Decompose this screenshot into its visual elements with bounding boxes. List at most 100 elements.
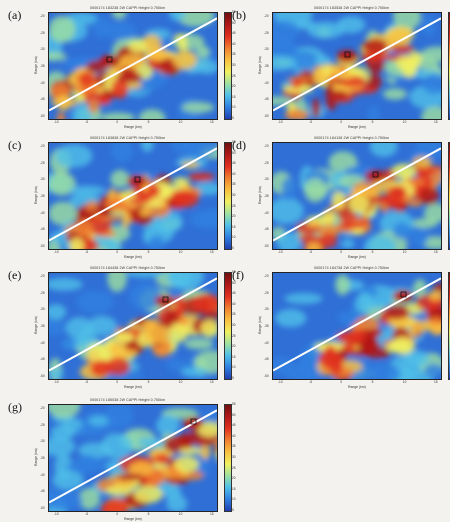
echo-blob <box>385 198 406 209</box>
x-tick-label: 0 <box>116 250 118 254</box>
x-tick-label: -10 <box>278 120 283 124</box>
echo-blob <box>387 185 407 199</box>
echo-blob <box>391 44 414 53</box>
x-tick-label: 10 <box>179 120 183 124</box>
y-tick-label: -20 <box>40 14 45 18</box>
y-tick-label: -45 <box>40 97 45 101</box>
echo-blob <box>129 283 162 310</box>
echo-blob <box>146 478 158 485</box>
x-tick-label: -5 <box>85 120 88 124</box>
colorbar-tick-label: 20 <box>232 476 236 480</box>
y-tick-label: -30 <box>40 47 45 51</box>
echo-blob <box>370 143 398 157</box>
radar-panel: (b)0000174 183538 2W CAPPI Height 0.750k… <box>232 4 450 130</box>
y-tick-label: -50 <box>264 244 269 248</box>
echo-blob <box>291 79 302 88</box>
colorbar <box>224 272 232 380</box>
echo-blob <box>105 357 130 375</box>
x-tick-label: 5 <box>372 250 374 254</box>
echo-blob <box>392 164 417 179</box>
x-tick-label: 0 <box>340 380 342 384</box>
echo-blob <box>106 486 132 496</box>
x-tick-label: 0 <box>116 380 118 384</box>
x-tick-label: -10 <box>54 512 59 516</box>
x-tick-label: 0 <box>340 120 342 124</box>
x-tick-label: -10 <box>278 250 283 254</box>
echo-blob <box>273 198 304 224</box>
y-tick-label: -50 <box>40 114 45 118</box>
y-tick-label: -40 <box>40 211 45 215</box>
y-tick-label: -35 <box>40 64 45 68</box>
panel-letter: (g) <box>8 400 22 415</box>
reflectivity-field <box>273 273 441 379</box>
x-axis-label: Range (km) <box>124 517 142 521</box>
echo-blob <box>190 210 217 228</box>
x-tick-label: -5 <box>309 380 312 384</box>
echo-blob <box>49 320 67 336</box>
x-tick-label: 15 <box>434 380 438 384</box>
y-tick-label: -20 <box>264 144 269 148</box>
y-tick-label: -30 <box>40 177 45 181</box>
echo-blob <box>139 109 166 119</box>
echo-blob <box>141 143 154 152</box>
y-tick-label: -20 <box>264 274 269 278</box>
echo-blob <box>275 309 306 327</box>
echo-blob <box>112 13 126 19</box>
colorbar-tick-label: 55 <box>232 402 236 406</box>
y-axis-label: Range (km) <box>258 186 262 204</box>
echo-blob <box>420 187 439 205</box>
echo-blob <box>312 98 320 118</box>
colorbar-tick-label: 30 <box>232 455 236 459</box>
echo-blob <box>55 144 92 168</box>
echo-blob <box>200 445 210 459</box>
y-tick-label: -40 <box>264 211 269 215</box>
echo-blob <box>101 433 133 459</box>
echo-blob <box>325 90 348 99</box>
y-tick-label: -40 <box>40 341 45 345</box>
colorbar-tick-label: 10 <box>232 497 236 501</box>
x-tick-label: 5 <box>372 120 374 124</box>
radar-reflectivity-map <box>48 404 218 512</box>
y-tick-label: -45 <box>264 97 269 101</box>
echo-blob <box>88 416 108 426</box>
echo-blob <box>281 177 296 200</box>
echo-blob <box>139 208 151 216</box>
y-tick-label: -20 <box>40 144 45 148</box>
y-tick-label: -35 <box>40 194 45 198</box>
y-axis-label: Range (km) <box>258 316 262 334</box>
y-tick-label: -45 <box>40 357 45 361</box>
panel-title: 0000174 184138 2W CAPPI Height 0.750km <box>314 136 389 140</box>
echo-blob <box>341 239 354 248</box>
x-tick-label: -10 <box>54 120 59 124</box>
x-tick-label: 0 <box>116 512 118 516</box>
echo-blob <box>155 454 170 465</box>
echo-blob <box>386 340 411 353</box>
echo-blob <box>88 98 99 113</box>
x-tick-label: -5 <box>85 250 88 254</box>
y-tick-label: -35 <box>264 64 269 68</box>
panel-title: 0000174 184738 2W CAPPI Height 0.750km <box>314 266 389 270</box>
echo-blob <box>368 105 380 119</box>
y-tick-label: -30 <box>40 307 45 311</box>
x-axis-label: Range (km) <box>124 255 142 259</box>
x-tick-label: 15 <box>210 120 214 124</box>
y-axis-label: Range (km) <box>34 186 38 204</box>
echo-blob <box>410 320 431 332</box>
echo-blob <box>110 170 129 188</box>
echo-blob <box>172 51 197 70</box>
y-tick-label: -45 <box>40 489 45 493</box>
echo-blob <box>335 274 350 295</box>
x-tick-label: 15 <box>434 250 438 254</box>
x-tick-label: 10 <box>403 380 407 384</box>
y-tick-label: -50 <box>40 374 45 378</box>
y-tick-label: -30 <box>264 47 269 51</box>
x-tick-label: -10 <box>54 250 59 254</box>
y-tick-label: -45 <box>40 227 45 231</box>
colorbar-tick-label: 45 <box>232 423 236 427</box>
y-tick-label: -20 <box>40 406 45 410</box>
echo-blob <box>396 55 419 71</box>
x-tick-label: 15 <box>210 512 214 516</box>
x-axis-label: Range (km) <box>348 385 366 389</box>
reflectivity-field <box>49 143 217 249</box>
